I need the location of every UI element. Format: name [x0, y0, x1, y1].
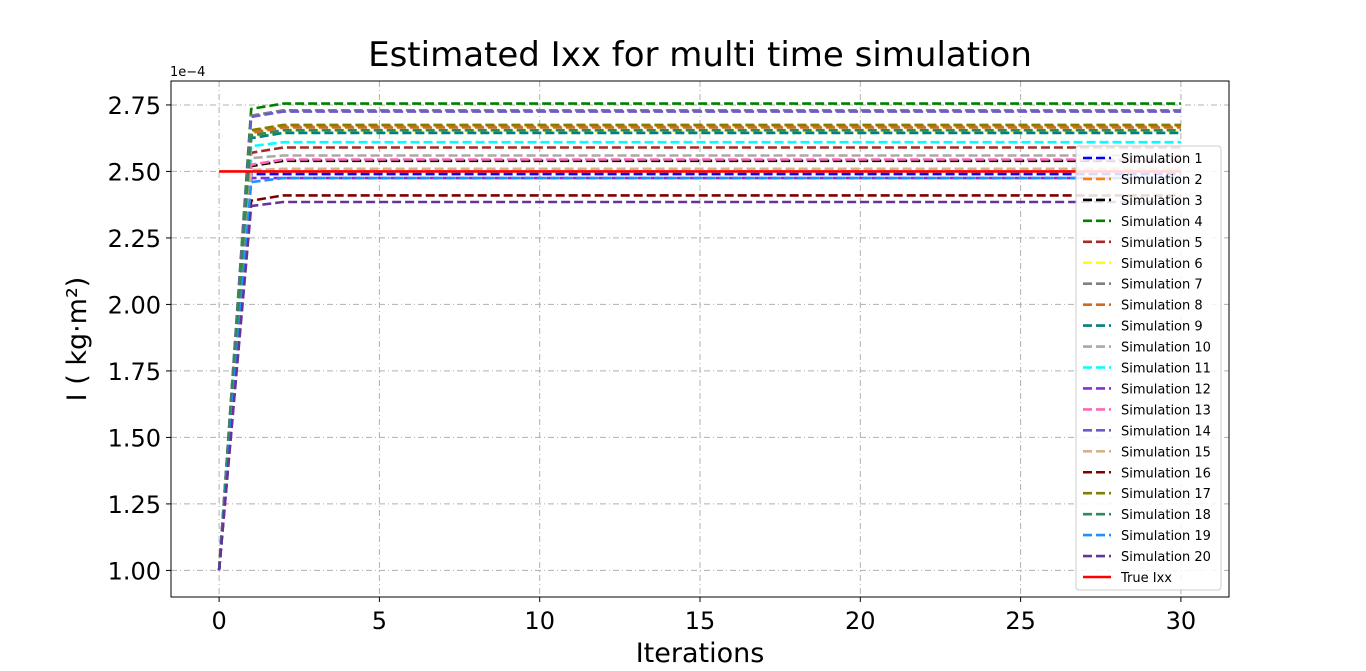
chart-title: Estimated Ixx for multi time simulation — [368, 35, 1032, 75]
series-line-15 — [217, 167, 1181, 571]
y-tick-label-1: 1.25 — [108, 491, 161, 519]
legend-label-18: Simulation 18 — [1121, 508, 1211, 523]
x-tick-label-6: 30 — [1166, 607, 1197, 635]
series-line-20 — [217, 200, 1181, 571]
legend-label-14: Simulation 14 — [1121, 424, 1211, 439]
legend-label-13: Simulation 13 — [1121, 403, 1211, 418]
legend-label-20: Simulation 20 — [1121, 550, 1211, 565]
legend-label-1: Simulation 1 — [1121, 152, 1203, 167]
series-line-10 — [217, 154, 1181, 571]
legend-label-15: Simulation 15 — [1121, 445, 1211, 460]
legend-label-11: Simulation 11 — [1121, 362, 1211, 377]
legend-label-4: Simulation 4 — [1121, 215, 1203, 230]
series-line-18 — [217, 128, 1181, 571]
x-tick-label-3: 15 — [685, 607, 716, 635]
axis-ticks: 0 5 10 15 20 25 30 1.00 1.25 1.50 1.75 2.00 2.25 2.50… — [108, 92, 1197, 635]
legend-label-16: Simulation 16 — [1121, 466, 1211, 481]
legend-label-3: Simulation 3 — [1121, 194, 1203, 209]
x-tick-label-4: 20 — [845, 607, 876, 635]
series-line-13 — [217, 158, 1181, 571]
x-axis-label: Iterations — [636, 638, 765, 669]
y-tick-label-6: 2.50 — [108, 158, 161, 186]
series-line-16 — [217, 194, 1181, 571]
y-tick-label-5: 2.25 — [108, 225, 161, 253]
legend-label-5: Simulation 5 — [1121, 236, 1203, 251]
x-tick-label-0: 0 — [211, 607, 226, 635]
series-line-17 — [217, 123, 1181, 571]
series-line-19 — [217, 176, 1181, 571]
legend-frame — [1075, 145, 1222, 591]
series-line-1 — [217, 172, 1181, 571]
legend-label-21: True Ixx — [1120, 571, 1172, 586]
y-tick-label-0: 1.00 — [108, 557, 161, 585]
series-line-8 — [217, 126, 1181, 571]
y-tick-label-3: 1.75 — [108, 358, 161, 386]
legend-label-8: Simulation 8 — [1121, 299, 1203, 314]
legend-label-10: Simulation 10 — [1121, 341, 1211, 356]
series-line-4 — [217, 102, 1181, 571]
y-axis-offset-label: 1e−4 — [170, 65, 205, 80]
x-tick-label-5: 25 — [1005, 607, 1036, 635]
legend-label-9: Simulation 9 — [1121, 320, 1203, 335]
legend: Simulation 1 Simulation 2 Simulation 3 Simu… — [1075, 145, 1222, 591]
series-line-5 — [217, 146, 1181, 571]
series-lines — [217, 102, 1181, 571]
x-tick-label-2: 10 — [524, 607, 555, 635]
y-axis-label: I ( kg·m²) — [62, 277, 93, 402]
legend-label-7: Simulation 7 — [1121, 278, 1203, 293]
series-line-14 — [217, 110, 1181, 571]
legend-label-2: Simulation 2 — [1121, 173, 1203, 188]
y-tick-label-4: 2.00 — [108, 291, 161, 319]
legend-label-17: Simulation 17 — [1121, 487, 1211, 502]
legend-label-12: Simulation 12 — [1121, 382, 1211, 397]
legend-items: Simulation 1 Simulation 2 Simulation 3 Simu… — [1083, 152, 1211, 586]
legend-label-6: Simulation 6 — [1121, 257, 1203, 272]
x-tick-label-1: 5 — [372, 607, 387, 635]
series-line-9 — [217, 131, 1181, 571]
series-line-11 — [217, 140, 1181, 571]
y-tick-label-7: 2.75 — [108, 92, 161, 120]
y-tick-label-2: 1.50 — [108, 424, 161, 452]
legend-label-19: Simulation 19 — [1121, 529, 1211, 544]
